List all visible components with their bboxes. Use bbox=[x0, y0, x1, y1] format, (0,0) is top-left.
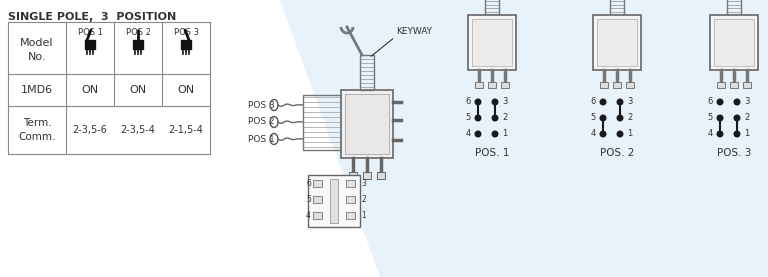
Text: Term.
Comm.: Term. Comm. bbox=[18, 118, 56, 142]
Text: POS 3: POS 3 bbox=[248, 101, 275, 109]
Text: 4: 4 bbox=[591, 130, 596, 138]
Bar bbox=[600, 82, 608, 88]
Bar bbox=[346, 212, 355, 219]
Text: 6: 6 bbox=[591, 98, 596, 106]
Bar bbox=[468, 15, 516, 70]
Text: 6: 6 bbox=[306, 179, 311, 188]
Bar bbox=[610, 0, 624, 15]
Text: 6: 6 bbox=[707, 98, 713, 106]
Bar bbox=[330, 179, 338, 223]
Text: POS 1: POS 1 bbox=[78, 28, 102, 37]
Bar bbox=[349, 172, 357, 179]
Text: POS. 3: POS. 3 bbox=[717, 148, 751, 158]
Text: 3: 3 bbox=[744, 98, 750, 106]
Text: 2: 2 bbox=[627, 114, 632, 122]
Bar bbox=[613, 82, 621, 88]
Text: 5: 5 bbox=[306, 195, 311, 204]
Circle shape bbox=[733, 130, 740, 137]
Text: 4: 4 bbox=[708, 130, 713, 138]
Text: POS 2: POS 2 bbox=[248, 117, 275, 127]
Text: POS. 1: POS. 1 bbox=[475, 148, 509, 158]
Circle shape bbox=[475, 130, 482, 137]
Bar bbox=[714, 19, 754, 66]
Text: 2: 2 bbox=[361, 195, 366, 204]
Text: POS 1: POS 1 bbox=[248, 135, 275, 143]
Circle shape bbox=[600, 99, 607, 106]
Circle shape bbox=[733, 114, 740, 122]
Polygon shape bbox=[280, 0, 768, 277]
Text: 3: 3 bbox=[502, 98, 508, 106]
Bar bbox=[593, 15, 641, 70]
Circle shape bbox=[492, 130, 498, 137]
Text: ON: ON bbox=[177, 85, 194, 95]
Circle shape bbox=[600, 114, 607, 122]
Bar bbox=[727, 0, 741, 15]
Text: 5: 5 bbox=[591, 114, 596, 122]
Bar bbox=[313, 180, 322, 187]
Text: SINGLE POLE,  3  POSITION: SINGLE POLE, 3 POSITION bbox=[8, 12, 176, 22]
Circle shape bbox=[617, 130, 624, 137]
Bar bbox=[85, 40, 95, 49]
Circle shape bbox=[475, 114, 482, 122]
Circle shape bbox=[717, 130, 723, 137]
Circle shape bbox=[717, 99, 723, 106]
Circle shape bbox=[617, 99, 624, 106]
Bar bbox=[485, 0, 499, 15]
Bar bbox=[181, 40, 191, 49]
Text: 3: 3 bbox=[627, 98, 632, 106]
Bar bbox=[377, 172, 385, 179]
Text: 2-1,5-4: 2-1,5-4 bbox=[168, 125, 204, 135]
Text: 1: 1 bbox=[744, 130, 750, 138]
Bar bbox=[710, 15, 758, 70]
Bar bbox=[133, 40, 143, 49]
Text: 1MD6: 1MD6 bbox=[21, 85, 53, 95]
Circle shape bbox=[617, 114, 624, 122]
Text: 5: 5 bbox=[465, 114, 471, 122]
Bar bbox=[597, 19, 637, 66]
Bar bbox=[730, 82, 738, 88]
Text: KEYWAY: KEYWAY bbox=[396, 27, 432, 36]
Text: 4: 4 bbox=[465, 130, 471, 138]
Circle shape bbox=[600, 130, 607, 137]
Text: 2-3,5-4: 2-3,5-4 bbox=[121, 125, 155, 135]
Text: 1: 1 bbox=[502, 130, 507, 138]
Circle shape bbox=[475, 99, 482, 106]
Bar bbox=[501, 82, 509, 88]
Bar bbox=[346, 180, 355, 187]
Text: 2-3,5-6: 2-3,5-6 bbox=[72, 125, 108, 135]
Circle shape bbox=[733, 99, 740, 106]
Bar bbox=[341, 90, 393, 158]
Bar bbox=[626, 82, 634, 88]
Bar bbox=[345, 94, 389, 154]
Text: 2: 2 bbox=[502, 114, 507, 122]
Bar bbox=[475, 82, 483, 88]
Text: Model
No.: Model No. bbox=[20, 38, 54, 62]
Bar bbox=[488, 82, 496, 88]
Bar bbox=[308, 175, 360, 227]
Text: 6: 6 bbox=[465, 98, 471, 106]
Text: POS 2: POS 2 bbox=[125, 28, 151, 37]
Bar bbox=[303, 95, 341, 150]
Text: 2: 2 bbox=[744, 114, 750, 122]
Bar bbox=[313, 212, 322, 219]
Text: ON: ON bbox=[130, 85, 147, 95]
Text: 1: 1 bbox=[361, 211, 366, 220]
Circle shape bbox=[717, 114, 723, 122]
Bar bbox=[360, 55, 374, 90]
Circle shape bbox=[492, 114, 498, 122]
Bar bbox=[346, 196, 355, 203]
Bar bbox=[313, 196, 322, 203]
Circle shape bbox=[492, 99, 498, 106]
Text: 3: 3 bbox=[361, 179, 366, 188]
Text: 5: 5 bbox=[708, 114, 713, 122]
Text: POS. 2: POS. 2 bbox=[600, 148, 634, 158]
Text: POS 3: POS 3 bbox=[174, 28, 198, 37]
Text: ON: ON bbox=[81, 85, 98, 95]
Bar bbox=[743, 82, 751, 88]
Bar bbox=[717, 82, 725, 88]
Text: 4: 4 bbox=[306, 211, 311, 220]
Text: 1: 1 bbox=[627, 130, 632, 138]
Bar bbox=[472, 19, 512, 66]
Bar bbox=[363, 172, 371, 179]
